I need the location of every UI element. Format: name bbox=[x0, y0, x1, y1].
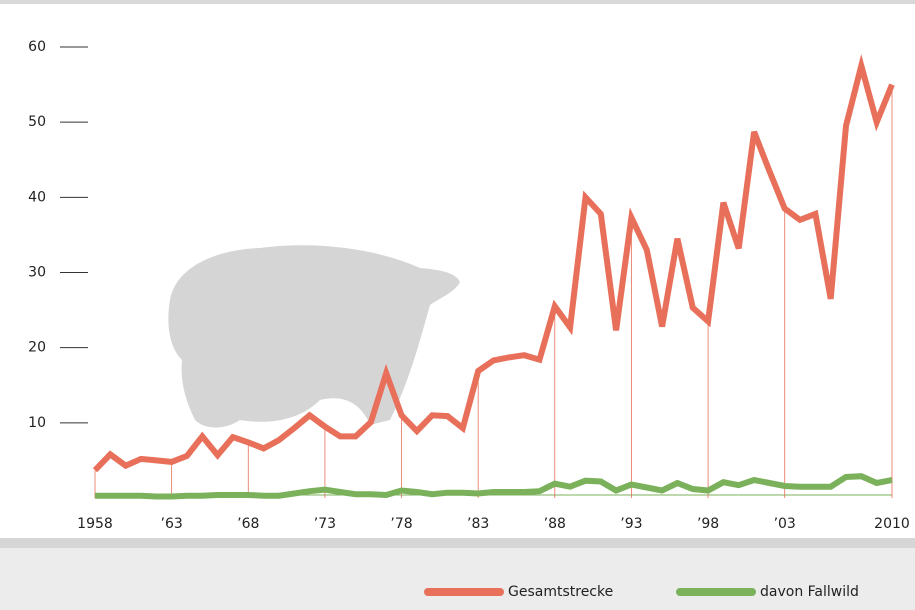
x-tick-label: ’93 bbox=[620, 516, 642, 532]
x-tick-label: ’83 bbox=[467, 516, 489, 532]
top-rule bbox=[0, 0, 915, 4]
y-tick-label: 20 bbox=[28, 340, 46, 356]
series-line bbox=[95, 473, 893, 500]
legend-band bbox=[0, 548, 915, 610]
x-tick-label: ’03 bbox=[774, 516, 796, 532]
x-tick-label: ’88 bbox=[544, 516, 566, 532]
x-tick-label: ’68 bbox=[237, 516, 259, 532]
x-tick-label: ’63 bbox=[161, 516, 183, 532]
y-tick-label: 50 bbox=[28, 114, 46, 130]
legend-strip bbox=[0, 538, 915, 548]
x-tick-label: ’78 bbox=[390, 516, 412, 532]
x-tick-label: 1958 bbox=[77, 516, 113, 532]
x-tick-label: 2010 bbox=[874, 516, 910, 532]
y-tick-label: 10 bbox=[28, 415, 46, 431]
y-tick-label: 60 bbox=[28, 39, 46, 55]
x-tick-label: ’98 bbox=[697, 516, 719, 532]
series-line bbox=[92, 54, 895, 473]
y-tick-label: 40 bbox=[28, 189, 46, 205]
y-tick-label: 30 bbox=[28, 265, 46, 281]
x-tick-label: ’73 bbox=[314, 516, 336, 532]
legend-label: davon Fallwild bbox=[760, 584, 859, 600]
legend-label: Gesamtstrecke bbox=[508, 584, 613, 600]
boar-illustration bbox=[168, 245, 460, 428]
